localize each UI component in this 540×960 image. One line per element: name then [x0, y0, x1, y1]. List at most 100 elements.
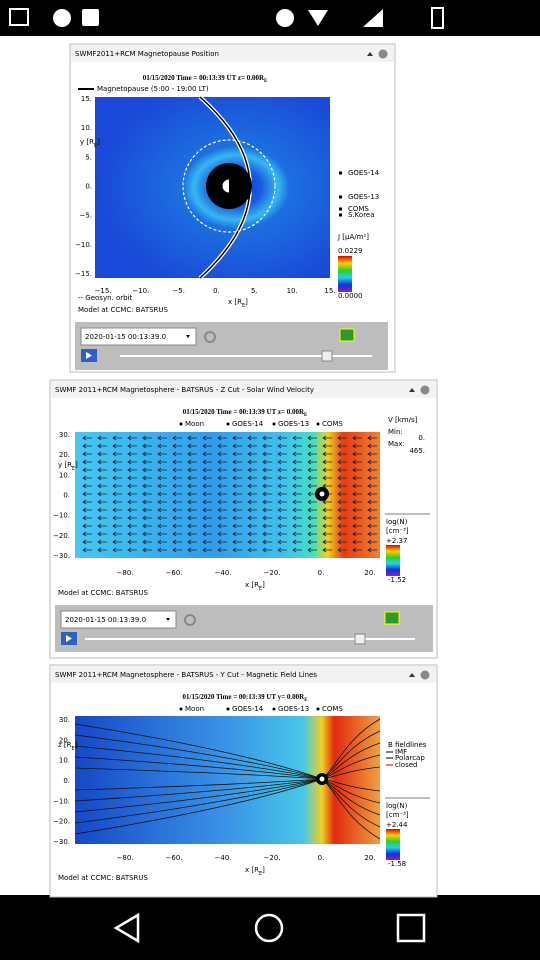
x-axis-label-part: x [R: [228, 298, 242, 306]
velocity-arrow: [82, 467, 92, 473]
velocity-arrow: [187, 515, 197, 521]
velocity-arrow: [292, 467, 302, 473]
colorbar-title: J [μA/m²]: [337, 233, 369, 241]
x-tick-label: −60.: [166, 854, 183, 862]
collapse-button[interactable]: [409, 388, 415, 392]
y-axis-label: y [RE]: [58, 461, 78, 472]
velocity-arrow: [367, 531, 377, 537]
velocity-arrow: [217, 547, 227, 553]
velocity-arrow: [247, 483, 257, 489]
velocity-arrow: [247, 451, 257, 457]
velocity-arrow: [337, 435, 347, 441]
back-button[interactable]: [113, 912, 140, 944]
velocity-arrow: [292, 475, 302, 481]
velocity-arrow: [352, 435, 362, 441]
y-axis-label-part: E: [72, 466, 75, 472]
refresh-button[interactable]: [204, 331, 216, 343]
geosync-orbit: [182, 139, 276, 233]
velocity-arrow: [202, 515, 212, 521]
date-select[interactable]: [80, 327, 197, 346]
velocity-arrow: [172, 507, 182, 513]
velocity-arrow: [142, 491, 152, 497]
velocity-arrow: [232, 523, 242, 529]
legend-entry: GOES-13: [278, 705, 309, 713]
velocity-arrow: [157, 467, 167, 473]
recents-button[interactable]: [396, 913, 426, 943]
velocity-arrow: [307, 459, 317, 465]
x-axis-label-part: ]: [245, 298, 248, 306]
velocity-arrow: [292, 443, 302, 449]
satellite-label: GOES-14: [348, 169, 380, 177]
velocity-arrow: [172, 451, 182, 457]
velocity-arrow: [127, 539, 137, 545]
model-credit: Model at CCMC: BATSRUS: [58, 874, 149, 882]
refresh-button[interactable]: [184, 614, 196, 626]
velocity-arrow: [292, 435, 302, 441]
field-line: [74, 756, 381, 804]
y-axis-label-part: ]: [75, 461, 78, 469]
plot-image: [75, 432, 380, 558]
velocity-arrow: [112, 467, 122, 473]
velocity-arrow: [97, 547, 107, 553]
time-slider-thumb[interactable]: [354, 633, 366, 645]
plot-title-part: 01/15/2020 Time = 00:13:39 UT z= 0.00R: [143, 74, 265, 82]
plot-title-part: E: [264, 79, 268, 84]
y-tick-label: −10.: [53, 797, 70, 805]
colorbar-min: 0.0000: [338, 292, 363, 300]
close-button[interactable]: [420, 670, 430, 680]
velocity-arrow: [112, 443, 122, 449]
close-button[interactable]: [378, 49, 388, 59]
velocity-arrow: [217, 491, 227, 497]
orbit-note: -- Geosyn. orbit: [78, 294, 133, 302]
y-axis-label-part: z [R: [58, 741, 72, 749]
y-tick-label: 10.: [81, 124, 92, 132]
velocity-arrow: [187, 539, 197, 545]
velocity-arrow: [262, 451, 272, 457]
velocity-arrow: [187, 435, 197, 441]
velocity-arrow: [322, 531, 332, 537]
y-tick-label: −10.: [53, 512, 70, 520]
x-tick-label: −80.: [117, 569, 134, 577]
legend-entry: Magnetopause (5:00 - 19:00 LT): [97, 85, 209, 93]
velocity-arrow: [112, 507, 122, 513]
velocity-arrow: [232, 475, 242, 481]
velocity-arrow: [337, 451, 347, 457]
velocity-arrow: [367, 523, 377, 529]
widget-header: [51, 666, 436, 683]
velocity-arrow: [292, 499, 302, 505]
x-tick-label: 0.: [318, 854, 325, 862]
y-tick-label: 10.: [59, 471, 70, 479]
velocity-arrow: [307, 523, 317, 529]
home-button[interactable]: [254, 913, 284, 943]
x-axis-label: x [RE]: [245, 581, 265, 592]
colorbar-min: -1.52: [388, 576, 406, 584]
legend-marker: [316, 422, 320, 426]
export-button[interactable]: [339, 328, 355, 342]
velocity-arrow: [127, 459, 137, 465]
velocity-arrow: [247, 523, 257, 529]
plot-title: 01/15/2020 Time = 00:13:39 UT z= 0.00RE: [183, 408, 308, 418]
velocity-arrow: [142, 499, 152, 505]
velocity-arrow: [157, 443, 167, 449]
export-button[interactable]: [384, 611, 400, 625]
y-tick-label: 30.: [59, 431, 70, 439]
velocity-arrow: [217, 515, 227, 521]
field-line: [74, 742, 381, 813]
date-select[interactable]: [60, 610, 177, 629]
collapse-button[interactable]: [367, 52, 373, 56]
velocity-arrow: [202, 491, 212, 497]
velocity-arrow: [262, 515, 272, 521]
velocity-arrow: [292, 451, 302, 457]
velocity-arrow: [367, 507, 377, 513]
close-button[interactable]: [420, 385, 430, 395]
velocity-arrow: [322, 475, 332, 481]
velocity-arrow: [157, 475, 167, 481]
time-slider-thumb[interactable]: [321, 350, 333, 362]
velocity-arrow: [157, 507, 167, 513]
velocity-arrow: [262, 483, 272, 489]
x-axis-label-part: E: [242, 303, 245, 309]
colorbar-min: -1.58: [388, 860, 406, 868]
collapse-button[interactable]: [409, 673, 415, 677]
x-axis-label: x [RE]: [228, 298, 248, 309]
velocity-arrow: [322, 467, 332, 473]
